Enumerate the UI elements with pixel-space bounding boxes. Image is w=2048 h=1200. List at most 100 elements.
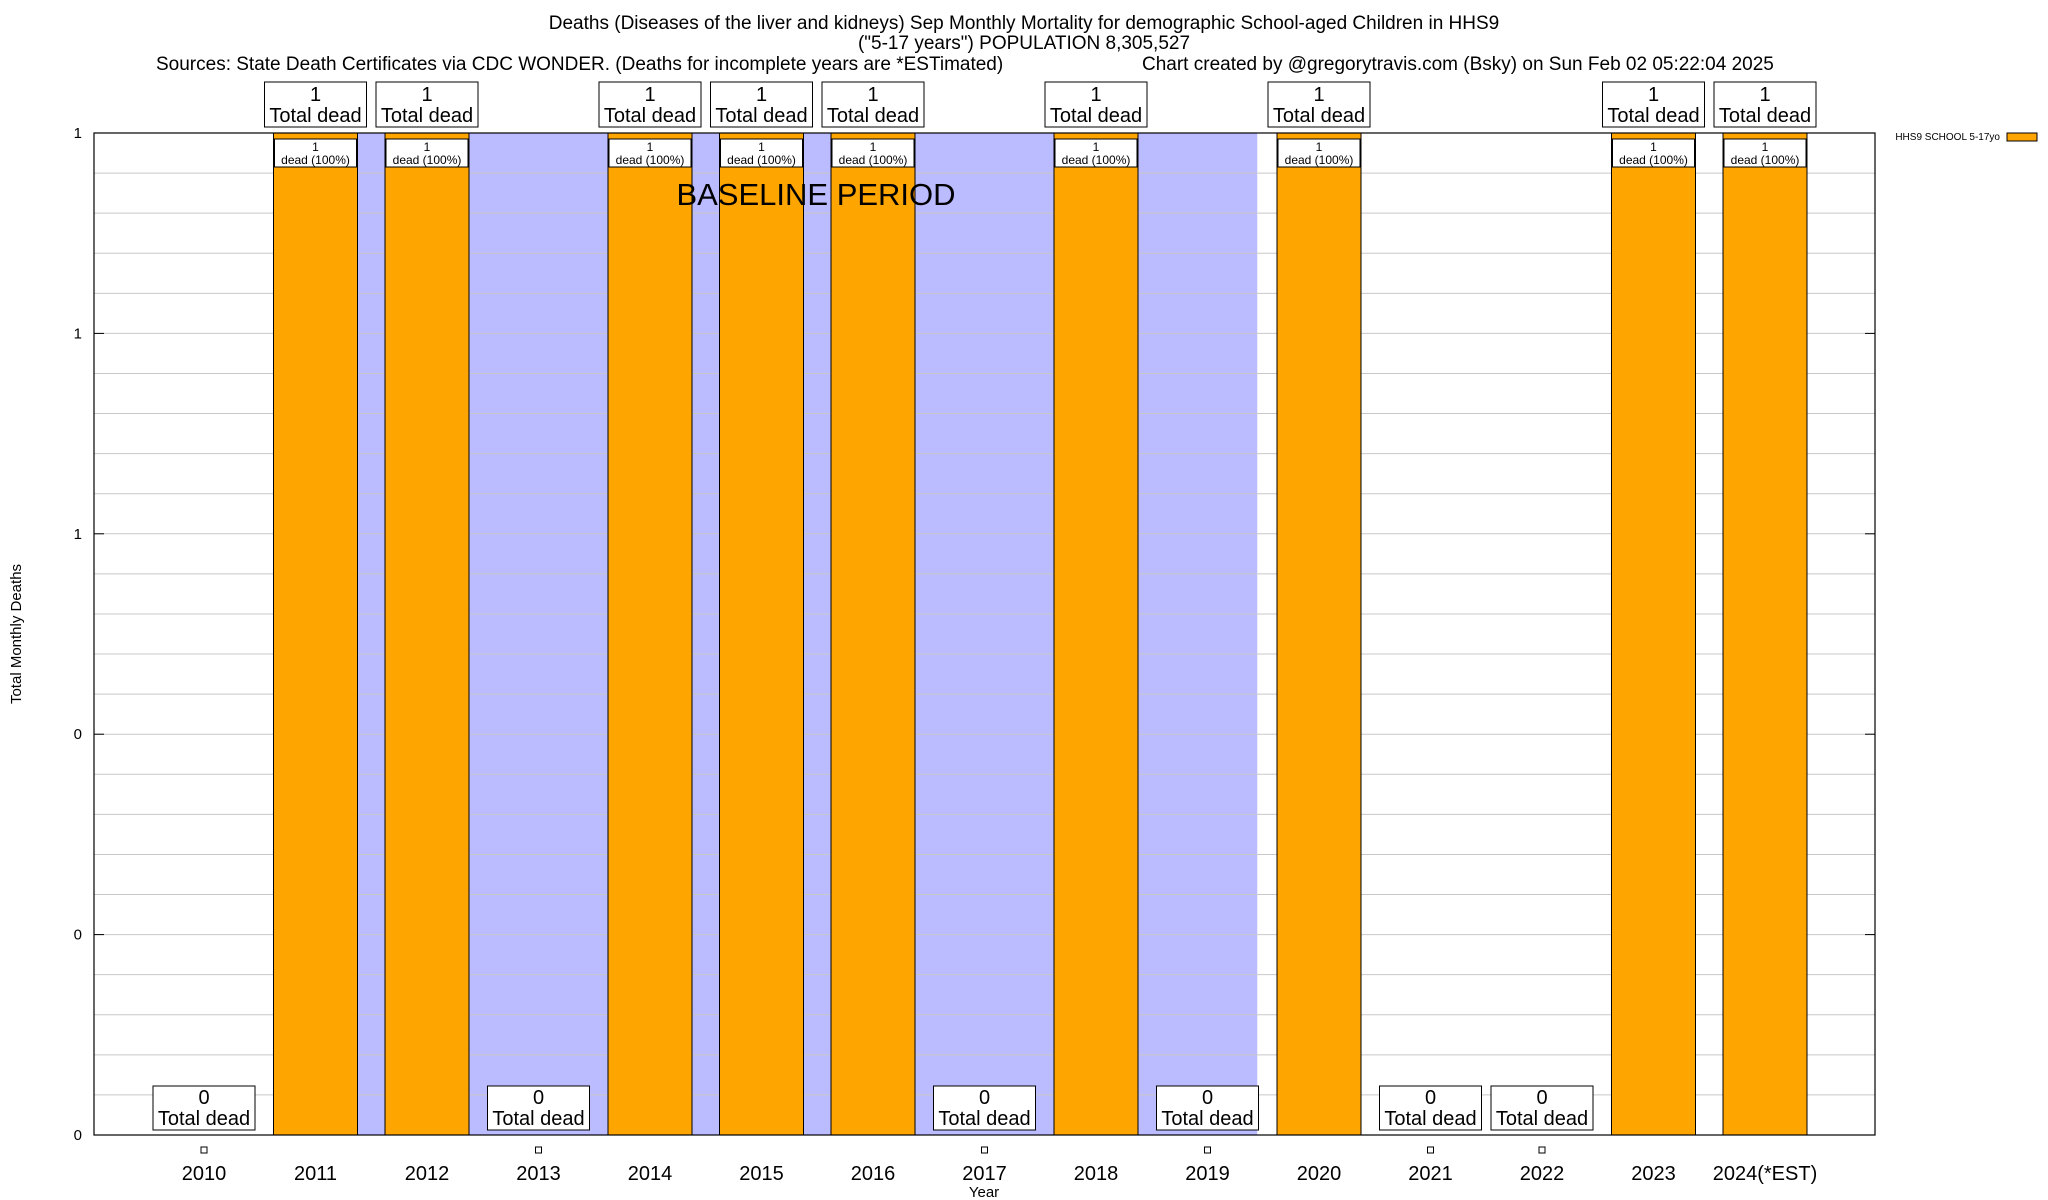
total-label-value: 0: [1202, 1087, 1213, 1109]
bar-inner-label-box: [831, 138, 915, 168]
total-label-box: [375, 81, 479, 128]
bar-inner-label-box: [385, 138, 469, 168]
total-label-text: Total dead: [1607, 105, 1699, 127]
x-tick-label: 2023: [1631, 1163, 1676, 1185]
bar: [1276, 132, 1362, 1136]
total-label-box: [710, 81, 813, 128]
total-label-text: Total dead: [604, 105, 696, 127]
bar-inner-value: 1: [312, 140, 319, 154]
total-label-text: Total dead: [827, 105, 919, 127]
total-label-value: 1: [644, 84, 655, 106]
total-label-text: Total dead: [381, 105, 473, 127]
total-label-value: 0: [198, 1087, 209, 1109]
bar-inner-label: dead (100%): [1619, 153, 1688, 167]
total-label-value: 1: [1313, 84, 1324, 106]
zero-bar-marker: [1538, 1146, 1546, 1154]
total-label-value: 1: [867, 84, 878, 106]
zero-bar-marker: [535, 1146, 542, 1154]
bar-inner-value: 1: [1650, 140, 1657, 154]
total-label-box: [487, 1085, 590, 1131]
total-label-value: 1: [756, 84, 767, 106]
y-tick-label: 1: [74, 125, 82, 142]
legend-label: HHS9 SCHOOL 5-17yo: [1895, 132, 2000, 143]
chart-sources: Sources: State Death Certificates via CD…: [156, 54, 1004, 75]
bar-inner-label: dead (100%): [727, 153, 796, 167]
x-tick-label: 2018: [1074, 1163, 1119, 1185]
total-label-text: Total dead: [1384, 1108, 1476, 1130]
x-axis-title: Year: [969, 1184, 999, 1200]
total-label-value: 1: [1759, 84, 1770, 106]
chart-subtitle: ("5-17 years") POPULATION 8,305,527: [857, 33, 1191, 54]
bar-inner-value: 1: [870, 140, 877, 154]
total-label-box: [821, 81, 925, 128]
x-tick-label: 2014: [628, 1163, 673, 1185]
bar: [384, 132, 470, 1136]
total-label-text: Total dead: [938, 1108, 1030, 1130]
x-tick-label: 2011: [294, 1163, 337, 1185]
bar-inner-label-box: [1723, 138, 1807, 168]
total-label-value: 1: [1090, 84, 1101, 106]
total-label-box: [1156, 1085, 1259, 1131]
bar-inner-label-box: [1612, 138, 1695, 168]
total-label-text: Total dead: [158, 1108, 250, 1130]
total-label-value: 0: [979, 1087, 990, 1109]
bar-inner-value: 1: [647, 140, 654, 154]
x-tick-label: 2010: [182, 1163, 227, 1185]
bar: [830, 132, 916, 1136]
total-label-box: [1713, 81, 1817, 128]
total-label-box: [264, 81, 367, 128]
bar-inner-label: dead (100%): [616, 153, 685, 167]
bar: [273, 132, 358, 1136]
bar-inner-label: dead (100%): [1731, 153, 1800, 167]
y-tick-label: 0: [74, 1127, 82, 1144]
total-label-text: Total dead: [1496, 1108, 1588, 1130]
bar: [719, 132, 804, 1136]
total-label-box: [152, 1085, 256, 1131]
total-label-value: 0: [1536, 1087, 1547, 1109]
y-tick-label: 1: [74, 325, 82, 342]
bar-inner-value: 1: [758, 140, 765, 154]
bar-inner-label: dead (100%): [1062, 153, 1131, 167]
bar-inner-label-box: [608, 138, 692, 168]
bar-inner-value: 1: [1316, 140, 1323, 154]
total-label-text: Total dead: [715, 105, 807, 127]
legend-swatch: [2006, 132, 2038, 142]
bar-inner-label-box: [1054, 138, 1138, 168]
baseline-period-label: BASELINE PERIOD: [676, 177, 955, 212]
y-axis-title: Total Monthly Deaths: [8, 564, 25, 704]
bar-inner-label: dead (100%): [393, 153, 462, 167]
total-label-value: 0: [533, 1087, 544, 1109]
total-label-box: [598, 81, 702, 128]
bar-inner-label: dead (100%): [839, 153, 908, 167]
total-label-value: 1: [310, 84, 321, 106]
total-label-text: Total dead: [1050, 105, 1142, 127]
zero-bar-marker: [1204, 1146, 1211, 1154]
bar: [607, 132, 693, 1136]
bar-inner-label: dead (100%): [281, 153, 350, 167]
x-tick-label: 2021: [1408, 1163, 1453, 1185]
total-label-value: 0: [1425, 1087, 1436, 1109]
x-tick-label: 2022: [1520, 1163, 1565, 1185]
x-tick-label: 2019: [1185, 1163, 1230, 1185]
bar: [1722, 132, 1808, 1136]
total-label-box: [1044, 81, 1148, 128]
total-label-value: 1: [421, 84, 432, 106]
bar: [1611, 132, 1696, 1136]
bar-inner-label-box: [274, 138, 357, 168]
bar-inner-value: 1: [1093, 140, 1100, 154]
x-tick-label: 2017: [962, 1163, 1007, 1185]
total-label-box: [933, 1085, 1036, 1131]
total-label-value: 1: [1648, 84, 1659, 106]
chart-title: Deaths (Diseases of the liver and kidney…: [548, 13, 1500, 34]
bar-inner-label-box: [720, 138, 803, 168]
x-tick-label: 2013: [516, 1163, 561, 1185]
y-tick-label: 1: [74, 526, 82, 543]
x-tick-label: 2020: [1297, 1163, 1342, 1185]
total-label-text: Total dead: [492, 1108, 584, 1130]
zero-bar-marker: [1427, 1146, 1434, 1154]
total-label-box: [1602, 81, 1705, 128]
total-label-box: [1379, 1085, 1482, 1131]
x-tick-label: 2012: [405, 1163, 450, 1185]
zero-bar-marker: [200, 1146, 208, 1154]
